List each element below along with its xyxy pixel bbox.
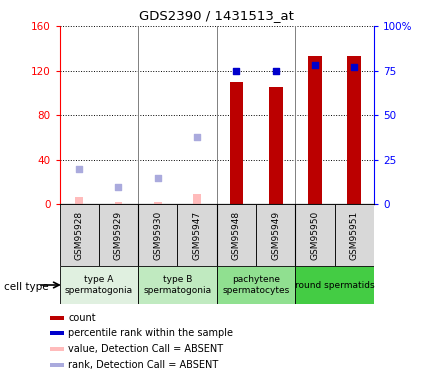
Text: pachytene
spermatocytes: pachytene spermatocytes	[222, 275, 290, 295]
Bar	[60, 204, 99, 266]
Text: value, Detection Call = ABSENT: value, Detection Call = ABSENT	[68, 344, 224, 354]
Bar	[99, 204, 138, 266]
Point	[233, 68, 240, 74]
Point	[154, 175, 161, 181]
Bar	[50, 363, 64, 367]
Text: GSM95928: GSM95928	[75, 211, 84, 260]
Bar	[138, 266, 217, 304]
Bar	[114, 202, 122, 204]
Bar	[50, 316, 64, 320]
Bar	[295, 204, 335, 266]
Text: GSM95947: GSM95947	[193, 211, 201, 260]
Bar	[230, 82, 243, 204]
Text: GSM95949: GSM95949	[271, 211, 280, 260]
Point	[76, 166, 82, 172]
Text: round spermatids: round spermatids	[295, 280, 374, 290]
Bar	[50, 347, 64, 351]
Text: GSM95929: GSM95929	[114, 211, 123, 260]
Text: cell type: cell type	[4, 282, 49, 292]
Bar	[348, 56, 361, 204]
Text: GSM95948: GSM95948	[232, 211, 241, 260]
Text: GSM95930: GSM95930	[153, 211, 162, 260]
Point	[351, 64, 358, 70]
Point	[115, 184, 122, 190]
Bar	[256, 204, 295, 266]
Bar	[335, 204, 374, 266]
Bar	[217, 204, 256, 266]
Text: count: count	[68, 313, 96, 323]
Bar	[50, 332, 64, 335]
Bar	[269, 87, 283, 204]
Text: rank, Detection Call = ABSENT: rank, Detection Call = ABSENT	[68, 360, 219, 370]
Bar	[295, 266, 374, 304]
Text: type B
spermatogonia: type B spermatogonia	[143, 275, 212, 295]
Bar	[60, 266, 138, 304]
Text: GSM95951: GSM95951	[350, 211, 359, 260]
Point	[194, 134, 201, 140]
Bar	[193, 194, 201, 204]
Bar	[217, 266, 295, 304]
Text: GSM95950: GSM95950	[311, 211, 320, 260]
Title: GDS2390 / 1431513_at: GDS2390 / 1431513_at	[139, 9, 294, 22]
Point	[272, 68, 279, 74]
Bar	[138, 204, 178, 266]
Text: type A
spermatogonia: type A spermatogonia	[65, 275, 133, 295]
Text: percentile rank within the sample: percentile rank within the sample	[68, 328, 233, 338]
Bar	[308, 56, 322, 204]
Bar	[75, 196, 83, 204]
Point	[312, 62, 318, 68]
Bar	[154, 202, 162, 204]
Bar	[178, 204, 217, 266]
